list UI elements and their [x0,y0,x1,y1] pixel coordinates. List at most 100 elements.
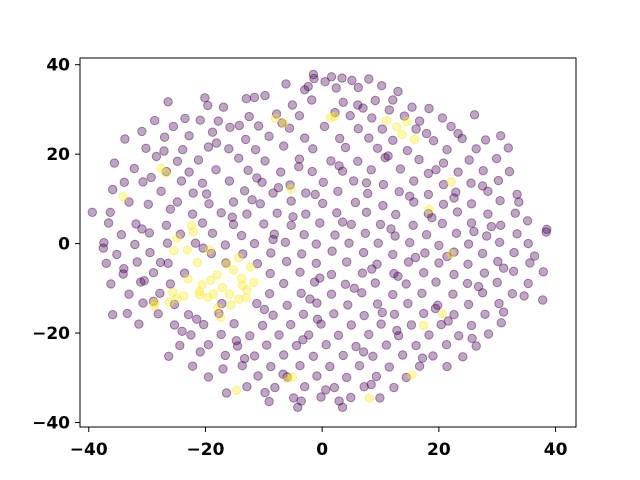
scatter-point [204,199,214,209]
scatter-point [420,248,430,258]
scatter-point [452,207,463,217]
scatter-point [466,199,477,209]
scatter-point [259,219,269,229]
scatter-point [332,208,342,218]
scatter-point [380,153,390,163]
scatter-point [279,278,289,289]
scatter-point [197,218,208,228]
scatter-point [231,385,242,395]
scatter-point [264,131,274,142]
scatter-point [437,113,448,123]
scatter-point [326,156,336,166]
scatter-point [193,155,204,165]
scatter-point [338,97,348,108]
scatter-point [424,204,434,215]
scatter-point [274,330,284,340]
scatter-point [446,177,456,187]
scatter-point [266,361,276,372]
scatter-point [401,372,411,383]
scatter-point [241,134,251,145]
scatter-point [405,191,415,201]
scatter-point [182,245,193,255]
scatter-point [371,371,382,382]
series-0 [87,69,552,412]
scatter-point [451,228,462,239]
scatter-point [131,219,141,229]
scatter-point [507,289,518,299]
scatter-point [479,268,490,278]
scatter-point [410,252,421,263]
scatter-point [307,95,317,105]
scatter-point [116,230,127,240]
scatter-point [394,187,404,197]
scatter-point [364,133,374,143]
scatter-point [207,127,218,137]
scatter-point [389,268,399,279]
scatter-point [224,144,234,154]
scatter-point [340,142,351,153]
scatter-point [300,133,310,143]
scatter-point [310,189,320,200]
scatter-point [406,320,417,330]
scatter-point [483,186,493,197]
scatter-point [346,320,356,330]
scatter-point [218,102,229,112]
scatter-point [486,221,497,232]
scatter-point [215,312,226,323]
scatter-point [180,113,190,124]
scatter-point [119,264,129,274]
scatter-point [238,249,248,259]
scatter-point [213,116,224,126]
scatter-point [213,302,223,313]
scatter-point [307,166,317,177]
scatter-point [177,326,187,336]
scatter-point [203,372,214,382]
scatter-point [417,353,428,363]
scatter-point [237,361,247,371]
scatter-point [203,292,213,302]
scatter-point [325,112,335,123]
scatter-point [388,95,398,105]
scatter-point [136,277,146,287]
scatter-point [469,110,480,120]
scatter-point [194,289,205,300]
scatter-point [245,331,255,341]
scatter-point [245,262,256,272]
scatter-point [216,208,226,218]
scatter-point [359,382,369,392]
scatter-point [333,186,343,197]
scatter-point [409,134,420,145]
scatter-point [286,196,296,206]
scatter-point [300,85,310,95]
scatter-point [370,278,380,288]
scatter-point [214,308,224,319]
scatter-point [260,156,270,166]
scatter-point [372,143,383,154]
scatter-point [393,271,403,281]
scatter-point [146,172,156,183]
scatter-point [278,369,288,379]
scatter-point [249,351,260,361]
scatter-point [373,238,383,248]
scatter-point [286,319,296,330]
scatter-point [428,136,439,146]
scatter-point [305,294,315,304]
scatter-point [441,340,452,350]
scatter-point [354,361,365,371]
scatter-point [271,109,282,119]
scatter-point [231,336,242,346]
scatter-point [206,275,216,285]
scatter-point [423,209,434,219]
scatter-point [358,347,369,357]
scatter-point [421,128,432,139]
scatter-point [168,121,179,132]
scatter-point [145,247,155,258]
scatter-point [227,212,238,222]
scatter-point [184,131,194,141]
scatter-point [149,301,159,311]
scatter-point [270,113,281,124]
scatter-point [221,388,232,398]
scatter-point [98,243,109,253]
scatter-point [249,92,260,103]
scatter-point [165,279,176,289]
